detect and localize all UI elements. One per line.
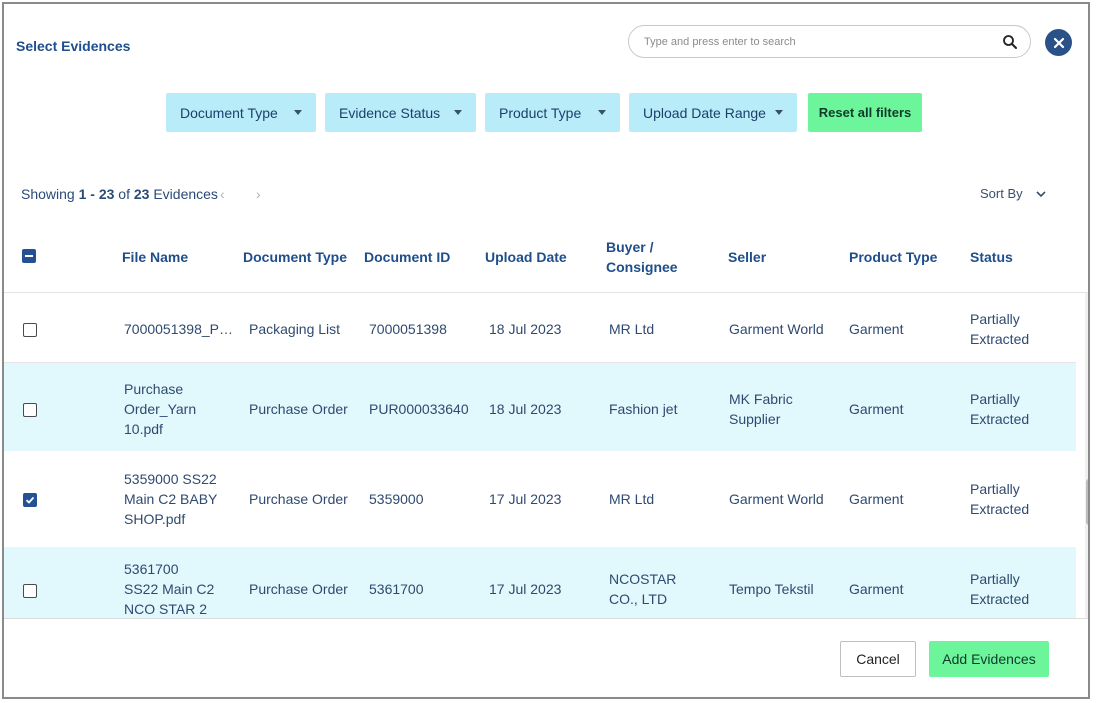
status-cell: Partially Extracted	[970, 571, 1030, 607]
document-type-cell: Purchase Order	[249, 581, 348, 597]
close-button[interactable]	[1045, 29, 1072, 56]
upload-date-cell: 17 Jul 2023	[489, 581, 562, 597]
row-checkbox[interactable]	[23, 323, 37, 337]
evidence-table-body: 7000051398_P… Packaging List 7000051398 …	[4, 293, 1076, 618]
document-id-cell: 5359000	[369, 491, 424, 507]
search-input[interactable]	[642, 34, 986, 49]
document-type-filter[interactable]: Document Type	[166, 93, 316, 132]
upload-date-cell: 17 Jul 2023	[489, 491, 562, 507]
prev-page-button[interactable]: ‹	[220, 186, 225, 202]
table-row[interactable]: Purchase Order_Yarn 10.pdf Purchase Orde…	[4, 363, 1076, 451]
summary-prefix: Showing	[21, 186, 75, 202]
table-row[interactable]: 5359000 SS22 Main C2 BABY SHOP.pdf Purch…	[4, 451, 1076, 547]
caret-down-icon	[294, 110, 302, 115]
seller-cell: Tempo Tekstil	[729, 581, 814, 597]
document-id-cell: 5361700	[369, 581, 424, 597]
table-scrollbar[interactable]	[1085, 293, 1088, 618]
product-type-cell: Garment	[849, 401, 904, 417]
product-type-cell: Garment	[849, 321, 904, 337]
table-header: File Name Document Type Document ID Uplo…	[4, 232, 1088, 293]
reset-filters-button[interactable]: Reset all filters	[808, 93, 922, 132]
file-name-cell[interactable]: 7000051398_P…	[124, 321, 233, 337]
upload-date-range-filter[interactable]: Upload Date Range	[629, 93, 797, 132]
evidence-status-filter[interactable]: Evidence Status	[325, 93, 476, 132]
next-page-button[interactable]: ›	[256, 186, 261, 202]
col-product-type[interactable]: Product Type	[849, 249, 938, 265]
document-type-cell: Packaging List	[249, 321, 341, 337]
filter-label: Product Type	[499, 104, 582, 121]
summary-range: 1 - 23	[78, 186, 115, 202]
product-type-cell: Garment	[849, 581, 904, 597]
row-divider	[4, 362, 1076, 363]
file-name-cell[interactable]: 5361700 SS22 Main C2 NCO STAR 2 .pdf	[124, 561, 215, 617]
row-checkbox[interactable]	[23, 584, 37, 598]
caret-down-icon	[598, 110, 606, 115]
row-checkbox[interactable]	[23, 493, 37, 507]
col-buyer-consignee[interactable]: Buyer / Consignee	[606, 239, 678, 275]
dialog-title: Select Evidences	[16, 38, 131, 54]
col-status[interactable]: Status	[970, 249, 1013, 265]
close-icon	[1053, 37, 1064, 48]
summary-total: 23	[133, 186, 150, 202]
caret-down-icon	[775, 110, 783, 115]
upload-date-cell: 18 Jul 2023	[489, 401, 562, 417]
table-row[interactable]: 7000051398_P… Packaging List 7000051398 …	[4, 293, 1076, 363]
col-document-type[interactable]: Document Type	[243, 249, 347, 265]
document-type-cell: Purchase Order	[249, 401, 348, 417]
search-box[interactable]	[628, 25, 1031, 58]
table-row[interactable]: 5361700 SS22 Main C2 NCO STAR 2 .pdf Pur…	[4, 547, 1076, 618]
chevron-down-icon[interactable]	[1035, 188, 1047, 200]
file-name-cell[interactable]: 5359000 SS22 Main C2 BABY SHOP.pdf	[124, 471, 218, 527]
search-icon[interactable]	[1002, 34, 1018, 50]
upload-date-cell: 18 Jul 2023	[489, 321, 562, 337]
filter-label: Upload Date Range	[643, 104, 766, 121]
summary-of: of	[118, 186, 130, 202]
seller-cell: Garment World	[729, 321, 824, 337]
seller-cell: Garment World	[729, 491, 824, 507]
results-summary: Showing 1 - 23 of 23 Evidences	[21, 186, 218, 202]
status-cell: Partially Extracted	[970, 481, 1030, 517]
cancel-button[interactable]: Cancel	[840, 641, 916, 677]
filter-label: Document Type	[180, 104, 278, 121]
col-file-name[interactable]: File Name	[122, 249, 189, 265]
col-seller[interactable]: Seller	[728, 249, 767, 265]
sort-by-dropdown[interactable]: Sort By	[980, 186, 1023, 201]
product-type-cell: Garment	[849, 491, 904, 507]
col-upload-date[interactable]: Upload Date	[485, 249, 567, 265]
buyer-cell: NCOSTAR CO., LTD	[609, 571, 677, 607]
document-type-cell: Purchase Order	[249, 491, 348, 507]
select-all-checkbox[interactable]	[22, 249, 36, 263]
caret-down-icon	[454, 110, 462, 115]
status-cell: Partially Extracted	[970, 391, 1030, 427]
filter-label: Evidence Status	[339, 104, 441, 121]
scrollbar-thumb[interactable]	[1086, 479, 1088, 525]
row-checkbox[interactable]	[23, 403, 37, 417]
checkmark-icon	[25, 496, 35, 504]
col-document-id[interactable]: Document ID	[364, 249, 451, 265]
buyer-cell: MR Ltd	[609, 321, 655, 337]
document-id-cell: PUR000033640	[369, 401, 469, 417]
seller-cell: MK Fabric Supplier	[729, 391, 793, 427]
file-name-cell[interactable]: Purchase Order_Yarn 10.pdf	[124, 381, 197, 437]
product-type-filter[interactable]: Product Type	[485, 93, 620, 132]
status-cell: Partially Extracted	[970, 311, 1030, 347]
footer-divider	[4, 618, 1088, 619]
buyer-cell: MR Ltd	[609, 491, 655, 507]
buyer-cell: Fashion jet	[609, 401, 678, 417]
add-evidences-button[interactable]: Add Evidences	[929, 641, 1049, 677]
document-id-cell: 7000051398	[369, 321, 447, 337]
summary-suffix: Evidences	[153, 186, 218, 202]
